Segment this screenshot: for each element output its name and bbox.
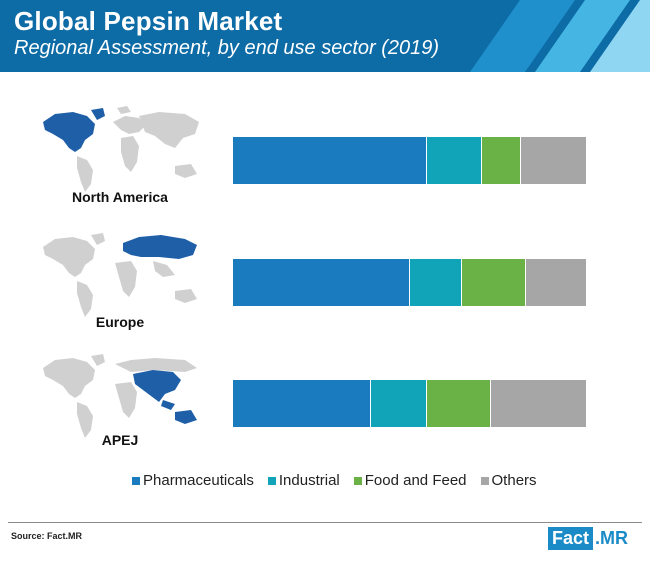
logo-text-right: .MR: [595, 528, 629, 548]
chart-title: Global Pepsin Market: [14, 6, 283, 36]
region-label: APEJ: [101, 432, 139, 448]
stacked-bar: [233, 259, 586, 306]
logo-text-left: Fact: [548, 527, 594, 550]
world-map-apej-icon: [43, 354, 197, 438]
legend-item: Industrial: [267, 472, 340, 489]
legend-swatch: [353, 476, 362, 485]
legend-label: Food and Feed: [364, 472, 467, 489]
chart-legend: Pharmaceuticals Industrial Food and Feed Ot…: [132, 472, 551, 489]
world-map-europe-icon: [43, 233, 197, 317]
legend-item: Others: [480, 472, 537, 489]
factmr-logo: Fact .MR: [548, 527, 630, 550]
bar-segment-others: [525, 259, 586, 306]
bar-segment-industrial: [370, 380, 428, 427]
legend-swatch: [267, 476, 276, 485]
legend-label: Pharmaceuticals: [143, 472, 254, 489]
region-label: North America: [72, 189, 168, 205]
region-apej: APEJ: [0, 350, 650, 460]
region-north-america: North America: [0, 104, 650, 214]
legend-label: Industrial: [278, 472, 340, 489]
bar-segment-pharmaceuticals: [233, 137, 428, 184]
header-background: [0, 0, 650, 72]
legend-label: Others: [491, 472, 537, 489]
bar-segment-food-and-feed: [427, 380, 491, 427]
region-label: Europe: [95, 314, 145, 330]
stacked-bar: [233, 380, 586, 427]
legend-swatch: [132, 476, 140, 485]
header-banner: Global Pepsin Market Regional Assessment…: [0, 0, 650, 72]
bar-segment-industrial: [427, 137, 482, 184]
world-map-north-america-icon: [43, 106, 199, 192]
footer-divider: [8, 522, 642, 523]
bar-segment-others: [490, 380, 586, 427]
legend-item: Food and Feed: [353, 472, 467, 489]
bar-segment-others: [520, 137, 586, 184]
legend-swatch: [480, 476, 489, 485]
stacked-bar: [233, 137, 586, 184]
bar-segment-food-and-feed: [481, 137, 521, 184]
bar-segment-pharmaceuticals: [233, 259, 410, 306]
region-europe: Europe: [0, 229, 650, 339]
chart-subtitle: Regional Assessment, by end use sector (…: [14, 37, 440, 59]
source-note: Source: Fact.MR: [11, 531, 83, 541]
legend-item: Pharmaceuticals: [132, 472, 254, 489]
bar-segment-pharmaceuticals: [233, 380, 371, 427]
bar-segment-industrial: [409, 259, 463, 306]
bar-segment-food-and-feed: [462, 259, 526, 306]
